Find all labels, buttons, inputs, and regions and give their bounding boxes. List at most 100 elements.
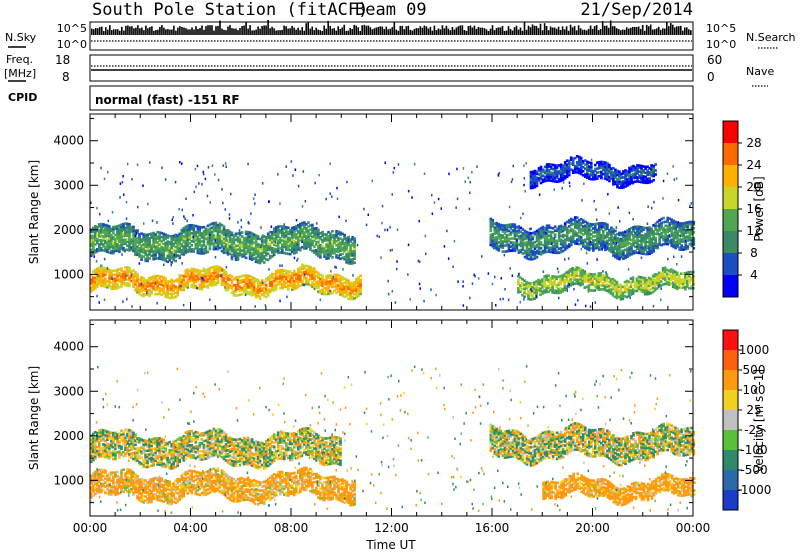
power-cell xyxy=(331,250,334,253)
nsky-bar xyxy=(141,27,143,35)
power-cell xyxy=(168,242,172,246)
power-cell xyxy=(285,273,288,277)
power-cell xyxy=(126,284,129,287)
power-cell xyxy=(654,238,657,242)
power-cell xyxy=(110,245,113,249)
power-cell xyxy=(325,249,328,252)
power-cell xyxy=(297,244,300,247)
power-cell xyxy=(333,251,336,255)
power-cell xyxy=(126,238,129,242)
power-cell xyxy=(616,238,619,242)
power-cell xyxy=(104,271,107,274)
power-cell xyxy=(276,245,280,249)
power-cell xyxy=(299,234,302,238)
power-cell xyxy=(676,243,680,247)
power-cell xyxy=(491,232,495,236)
power-cell xyxy=(192,267,196,271)
power-cell xyxy=(630,230,633,234)
power-cell xyxy=(248,257,252,260)
power-cell xyxy=(124,234,127,237)
power-cell xyxy=(184,285,188,288)
power-cell xyxy=(158,282,161,286)
power-cell xyxy=(600,237,603,241)
power-cell xyxy=(541,225,545,229)
power-cell xyxy=(307,221,310,224)
power-cell xyxy=(621,291,625,295)
power-cell xyxy=(150,278,153,281)
power-cell xyxy=(511,249,515,252)
power-cell xyxy=(287,246,290,250)
power-cell xyxy=(675,271,679,275)
power-cell xyxy=(164,235,168,239)
power-cell xyxy=(166,294,170,297)
power-cell xyxy=(301,267,304,271)
power-cell xyxy=(323,253,326,256)
power-cell xyxy=(319,291,322,295)
power-cell xyxy=(216,275,220,278)
power-cell xyxy=(260,255,264,259)
power-cell xyxy=(198,271,202,275)
power-cell xyxy=(622,170,625,173)
power-cell xyxy=(260,245,264,249)
power-cell xyxy=(541,231,545,235)
power-cell xyxy=(533,171,537,175)
power-cell xyxy=(669,276,673,279)
power-cell xyxy=(160,279,164,282)
power-cell xyxy=(565,171,569,174)
power-cell xyxy=(539,169,543,173)
power-cell xyxy=(311,231,314,235)
power-cell xyxy=(551,239,555,242)
nsky-bar xyxy=(443,28,446,35)
power-cell xyxy=(357,278,360,281)
power-cell xyxy=(216,241,220,245)
power-cell xyxy=(535,235,539,239)
power-cell xyxy=(565,236,569,240)
power-cell xyxy=(274,226,278,229)
power-cell xyxy=(545,226,549,229)
power-cell xyxy=(684,281,687,285)
power-cell xyxy=(234,258,238,262)
power-cell xyxy=(114,285,117,288)
power-cell xyxy=(206,270,210,273)
power-cell xyxy=(333,273,336,277)
power-cell xyxy=(359,282,362,286)
power-cell xyxy=(616,236,619,240)
power-cell xyxy=(276,271,280,274)
nsky-panel: N.Sky 10^5 10^0 10^5 10^0 N.Search xyxy=(5,20,796,51)
power-cell xyxy=(688,270,691,274)
power-cell xyxy=(604,165,607,168)
power-cell xyxy=(549,167,553,170)
power-cell xyxy=(616,251,619,254)
power-cell xyxy=(680,230,684,233)
nsky-bar xyxy=(617,29,620,35)
power-cell xyxy=(202,235,206,239)
power-cell xyxy=(106,270,109,273)
power-cell xyxy=(274,279,278,283)
power-cell xyxy=(204,249,208,252)
power-cell xyxy=(337,232,340,236)
power-cell xyxy=(319,243,322,247)
power-cell xyxy=(359,286,362,290)
power-cell xyxy=(343,255,346,259)
nsky-bar xyxy=(643,30,646,35)
nsky-bar xyxy=(333,28,335,35)
power-cell xyxy=(588,224,591,228)
power-cell xyxy=(240,286,244,290)
power-cell xyxy=(244,236,248,240)
power-cell xyxy=(624,173,627,176)
power-cell xyxy=(523,291,526,295)
power-cell xyxy=(600,162,603,166)
power-cell xyxy=(194,246,198,250)
power-cell xyxy=(569,284,573,287)
power-cell xyxy=(507,243,511,247)
power-cell xyxy=(232,246,236,249)
power-cell xyxy=(633,283,637,287)
power-cell xyxy=(242,274,246,277)
power-cell xyxy=(579,242,583,245)
power-cell xyxy=(588,238,591,242)
power-cell xyxy=(200,269,204,273)
power-cell xyxy=(545,240,549,243)
power-cell xyxy=(178,282,182,285)
power-cell xyxy=(307,273,310,276)
power-cell xyxy=(575,274,579,277)
